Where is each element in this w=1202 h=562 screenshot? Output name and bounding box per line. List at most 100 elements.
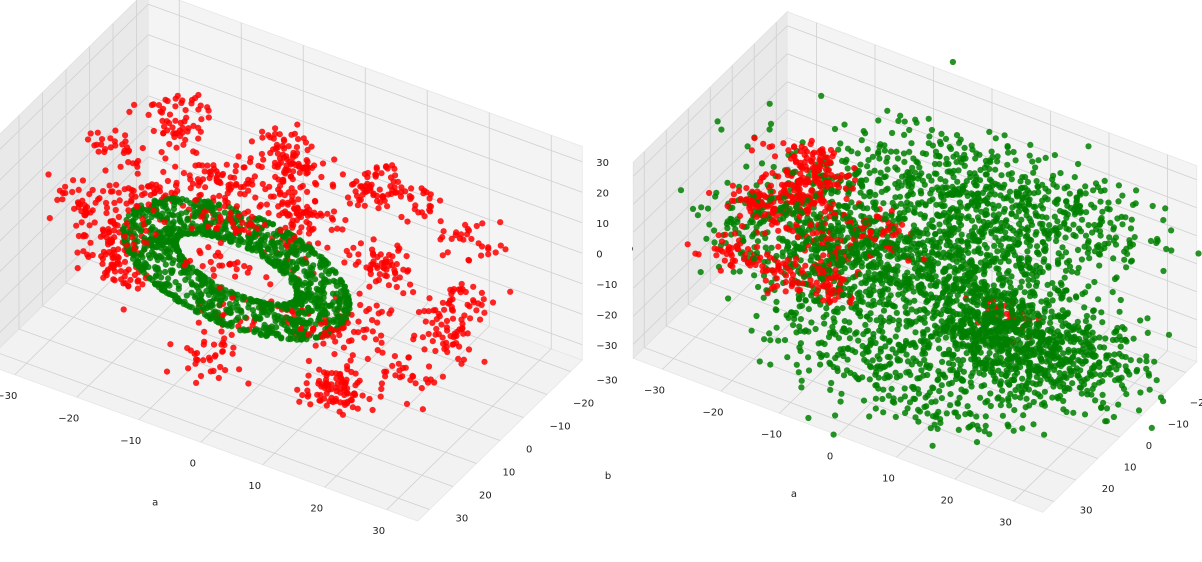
red-point: [724, 202, 731, 210]
green-point: [866, 376, 873, 383]
red-point: [169, 124, 176, 131]
green-point: [793, 361, 800, 368]
red-point: [156, 188, 164, 195]
red-point: [219, 348, 226, 355]
red-point: [361, 202, 368, 209]
red-point: [101, 148, 108, 156]
green-point: [859, 342, 866, 350]
red-point: [393, 189, 400, 196]
green-point: [987, 402, 994, 410]
red-point: [201, 168, 208, 175]
green-point: [935, 368, 942, 375]
green-point: [889, 267, 896, 274]
green-point: [892, 333, 899, 340]
red-point: [421, 308, 428, 315]
green-point: [242, 314, 249, 321]
green-point: [754, 238, 762, 245]
red-point: [789, 271, 797, 279]
green-point: [295, 310, 302, 317]
red-point: [780, 140, 787, 147]
green-point: [147, 255, 154, 262]
red-point: [311, 197, 319, 205]
green-point: [862, 219, 869, 226]
red-point: [328, 386, 335, 393]
red-point: [349, 181, 356, 188]
red-point: [349, 392, 356, 399]
green-point: [337, 318, 344, 325]
green-point: [932, 231, 939, 238]
green-point: [175, 282, 182, 289]
gridline: [632, 25, 788, 177]
red-point: [383, 163, 390, 170]
red-point: [823, 183, 831, 190]
green-point: [841, 121, 848, 128]
red-point: [423, 189, 430, 196]
red-point: [492, 249, 499, 256]
green-point: [963, 308, 970, 315]
red-point: [383, 273, 390, 280]
green-point: [843, 215, 850, 222]
red-point: [318, 173, 325, 181]
green-point: [1046, 291, 1054, 298]
red-point: [304, 203, 311, 210]
red-point: [819, 282, 826, 289]
green-point: [288, 316, 296, 323]
red-point: [426, 295, 433, 302]
red-point: [348, 337, 355, 344]
red-point: [292, 152, 299, 159]
green-point: [856, 256, 863, 263]
red-point: [100, 188, 107, 195]
green-point: [713, 189, 720, 196]
red-point: [762, 268, 770, 275]
green-point: [866, 413, 873, 420]
red-point: [237, 190, 244, 197]
b-tick-label: −10: [550, 422, 571, 433]
red-point: [334, 225, 341, 232]
red-point: [182, 107, 189, 114]
red-point: [329, 181, 336, 188]
green-point: [969, 369, 976, 377]
green-point: [908, 306, 915, 313]
red-point: [349, 404, 356, 411]
red-point: [116, 197, 123, 204]
red-point: [826, 282, 834, 289]
green-point: [908, 140, 915, 147]
green-point: [863, 358, 871, 366]
red-point: [103, 204, 111, 211]
red-point: [248, 213, 256, 220]
red-point: [195, 135, 202, 142]
red-point: [378, 380, 385, 387]
green-point: [983, 244, 990, 252]
red-point: [423, 376, 430, 383]
red-point: [246, 264, 253, 272]
green-point: [234, 314, 242, 321]
red-point: [411, 332, 418, 339]
red-point: [439, 234, 446, 241]
red-point: [227, 210, 234, 217]
red-point: [818, 258, 825, 265]
red-point: [382, 373, 389, 380]
red-point: [59, 196, 66, 203]
red-point: [236, 212, 243, 219]
green-point: [266, 327, 273, 334]
red-point: [172, 182, 180, 189]
red-point: [377, 393, 384, 400]
red-point: [348, 368, 355, 376]
green-point: [768, 244, 775, 251]
red-point: [270, 146, 277, 153]
green-point: [1010, 427, 1017, 434]
green-point: [198, 291, 205, 298]
green-point: [142, 261, 150, 268]
green-point: [900, 346, 907, 353]
green-point: [162, 268, 169, 276]
green-point: [892, 413, 899, 420]
green-point: [893, 148, 900, 155]
red-point: [783, 225, 790, 232]
green-point: [910, 288, 917, 295]
green-point: [894, 155, 902, 162]
red-point: [290, 222, 297, 229]
red-point: [342, 217, 349, 224]
green-point: [145, 218, 152, 225]
red-point: [218, 217, 225, 224]
red-point: [260, 156, 267, 163]
